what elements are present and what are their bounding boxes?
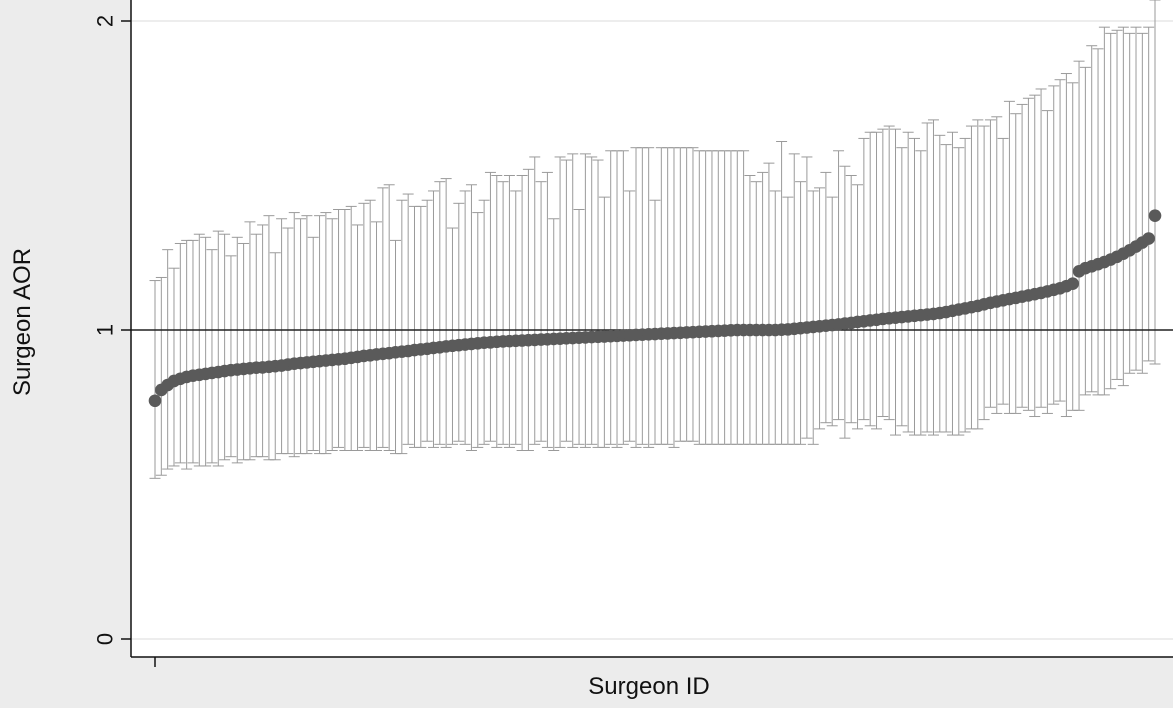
x-axis-title: Surgeon ID: [588, 673, 709, 700]
y-tick-label-1: 1: [93, 324, 118, 336]
y-tick-label-0: 0: [93, 633, 118, 645]
data-point-0: [149, 394, 162, 407]
data-point-157: [1142, 232, 1155, 245]
y-tick-label-2: 2: [93, 15, 118, 27]
data-point-158: [1149, 209, 1162, 222]
data-point-145: [1066, 277, 1079, 290]
y-axis-title: Surgeon AOR: [9, 248, 36, 396]
